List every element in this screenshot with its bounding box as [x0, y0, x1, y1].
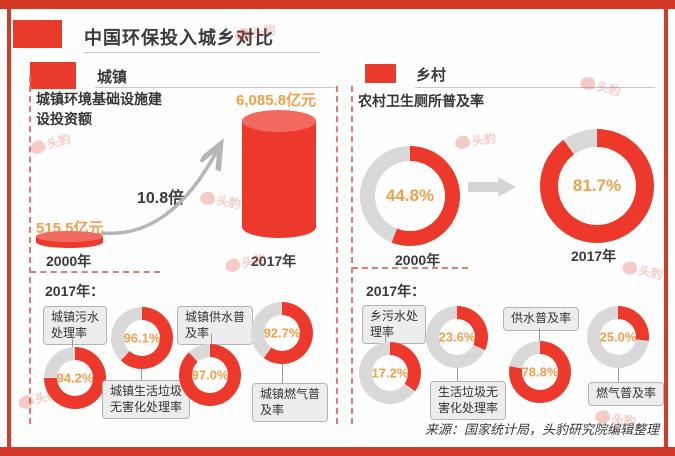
donut-hole — [522, 354, 558, 390]
rural-donut-sewage: 17.2% — [359, 342, 421, 404]
urban-chart-title: 城镇环境基础设施建 设投资额 — [36, 91, 162, 127]
donut-value: 44.8% — [385, 186, 435, 205]
right-arrow-icon — [498, 177, 516, 197]
connector-line — [457, 368, 458, 381]
dashed-divider-rural — [352, 267, 468, 269]
frame-bottom — [0, 447, 675, 456]
rural-year-2000: 2000年 — [395, 252, 441, 268]
donut-value: 25.0% — [599, 329, 637, 345]
donut-hole — [264, 315, 300, 351]
rural-donut-label-sewage: 乡污水处 理率 — [362, 305, 427, 345]
leopard-logo-icon — [224, 257, 242, 274]
urban-donut-label-sewage: 城镇污水 处理率 — [43, 306, 108, 346]
donut-value: 94.2% — [56, 370, 94, 386]
rural-legend-square — [365, 64, 396, 83]
urban-year-2000: 2000年 — [46, 253, 92, 269]
watermark-stamp: 头豹 — [621, 258, 665, 283]
rural-legend-underline — [415, 87, 655, 88]
urban-legend-underline — [95, 87, 335, 88]
rural-donut-2000: 44.8% — [360, 146, 460, 246]
dashed-divider-urban — [30, 271, 160, 273]
right-arrow-icon — [468, 182, 498, 192]
title-underline — [84, 52, 320, 53]
dashed-guide-left — [29, 76, 31, 424]
donut-value: 96.1% — [123, 330, 161, 346]
urban-donut-label-water: 城镇供水普 及率 — [177, 306, 254, 346]
connector-line — [618, 368, 619, 382]
watermark-stamp: 头豹 — [28, 130, 72, 158]
donut-hole — [124, 320, 160, 356]
frame-left — [7, 9, 11, 447]
rural-legend-label: 乡村 — [416, 67, 447, 84]
donut-hole — [372, 355, 408, 391]
cylinder-2017-body — [242, 121, 316, 238]
source-note: 来源：国家统计局，头豹研究院编辑整理 — [424, 422, 659, 437]
connector-line — [72, 334, 73, 348]
rural-donut-label-garbage: 生活垃圾无 害化处理率 — [430, 381, 507, 421]
urban-donut-label-garbage: 城镇生活垃圾 无害化处理率 — [102, 380, 191, 420]
dashed-guide-mid-right — [351, 86, 353, 424]
frame-top — [0, 0, 675, 9]
rural-2017-heading: 2017年： — [366, 283, 426, 299]
leopard-logo-icon — [621, 259, 639, 276]
connector-line — [141, 369, 142, 380]
rural-chart-title: 农村卫生厕所普及率 — [358, 93, 484, 109]
frame-right — [664, 9, 668, 447]
urban-legend-label: 城镇 — [97, 69, 128, 86]
donut-value: 97.0% — [191, 367, 229, 383]
leopard-logo-icon — [579, 75, 597, 92]
urban-2017-heading: 2017年： — [45, 283, 105, 299]
connector-line — [211, 334, 212, 345]
rural-donut-label-gas: 燃气普及率 — [588, 382, 665, 406]
cylinder-2000-top — [36, 231, 103, 242]
page-title: 中国环保投入城乡对比 — [84, 28, 274, 48]
urban-donut-gas: 92.7% — [251, 302, 313, 364]
urban-year-2017: 2017年 — [251, 253, 297, 269]
donut-hole — [600, 319, 636, 355]
rural-donut-gas: 25.0% — [587, 306, 649, 368]
donut-hole — [558, 147, 636, 225]
donut-value: 81.7% — [572, 176, 622, 195]
dashed-guide-mid-left — [336, 86, 338, 424]
connector-line — [282, 364, 283, 383]
donut-hole — [439, 319, 475, 355]
rural-donut-water: 78.8% — [509, 341, 571, 403]
urban-donut-label-gas: 城镇燃气普 及率 — [252, 383, 329, 423]
growth-multiplier-label: 10.8倍 — [137, 190, 185, 207]
cylinder-2017-top — [242, 110, 316, 132]
donut-value: 92.7% — [263, 325, 301, 341]
urban-2017-value: 6,085.8亿元 — [236, 92, 317, 109]
connector-line — [539, 328, 540, 341]
urban-donut-garbage: 96.1% — [111, 307, 173, 369]
growth-arrow-icon — [101, 133, 236, 236]
urban-donut-water: 97.0% — [179, 344, 241, 406]
donut-value: 23.6% — [438, 329, 476, 345]
connector-line — [385, 333, 386, 343]
watermark-stamp: 头豹 — [454, 129, 497, 152]
donut-hole — [192, 357, 228, 393]
rural-donut-2017: 81.7% — [540, 129, 654, 243]
urban-legend-square — [30, 62, 76, 89]
brand-logo-block — [13, 20, 62, 48]
rural-donut-label-water: 供水普及率 — [503, 307, 580, 331]
donut-hole — [57, 360, 93, 396]
donut-hole — [375, 161, 445, 231]
leopard-logo-icon — [454, 134, 471, 150]
leopard-logo-icon — [17, 393, 35, 411]
rural-year-2017: 2017年 — [571, 248, 617, 264]
urban-donut-sewage: 94.2% — [44, 347, 106, 409]
donut-value: 17.2% — [371, 365, 409, 381]
leopard-logo-icon — [29, 138, 48, 156]
rural-donut-garbage: 23.6% — [426, 306, 488, 368]
donut-value: 78.8% — [521, 364, 559, 380]
